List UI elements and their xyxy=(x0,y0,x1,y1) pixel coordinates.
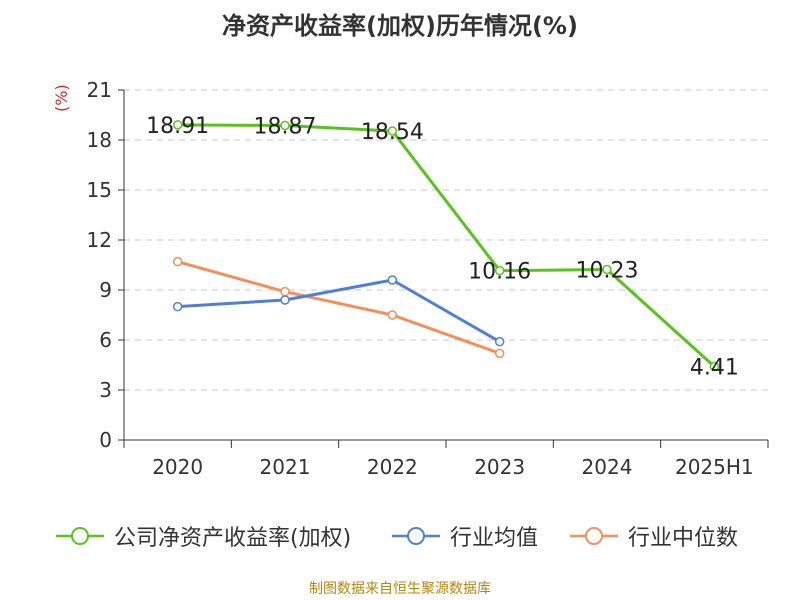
data-point xyxy=(172,301,183,312)
legend-item[interactable]: 公司净资产收益率(加权) xyxy=(56,518,351,554)
y-tick-label: 15 xyxy=(87,178,112,202)
data-point xyxy=(172,120,183,130)
data-source-note: 制图数据来自恒生聚源数据库 xyxy=(309,581,491,597)
data-label: 10.16 xyxy=(468,260,531,285)
y-tick-label: 3 xyxy=(99,378,112,402)
legend-label: 行业中位数 xyxy=(628,526,739,551)
series-lines xyxy=(177,123,716,368)
data-label: 18.54 xyxy=(361,120,424,145)
legend-marker-icon xyxy=(392,527,440,545)
data-point xyxy=(280,120,290,131)
data-point xyxy=(280,286,290,297)
data-point xyxy=(280,295,290,305)
x-tick-label: 2021 xyxy=(260,455,311,479)
axes xyxy=(118,89,769,448)
x-tick-label: 2023 xyxy=(474,455,525,479)
legend-label: 公司净资产收益率(加权) xyxy=(114,526,352,551)
tick-labels: 0 3 6 9 12 15 18 21 2020 2021 2022 2023 2024 2025H1 xyxy=(87,78,754,479)
x-tick-label: 2025H1 xyxy=(675,455,754,479)
data-point xyxy=(172,256,183,267)
series-line xyxy=(177,278,501,343)
chart-legend: 公司净资产收益率(加权) 行业均值 行业中位数 xyxy=(0,518,800,554)
x-tick-label: 2022 xyxy=(367,455,418,479)
y-tick-label: 21 xyxy=(87,78,112,102)
data-label: 10.23 xyxy=(576,259,639,284)
y-tick-label: 9 xyxy=(99,278,112,302)
x-tick-label: 2024 xyxy=(582,455,633,479)
data-label: 4.41 xyxy=(690,356,739,381)
data-point xyxy=(602,264,612,275)
grid-lines xyxy=(124,89,768,391)
series-line xyxy=(177,123,716,368)
y-tick-label: 0 xyxy=(99,428,112,452)
legend-item[interactable]: 行业均值 xyxy=(392,518,538,554)
data-point xyxy=(494,348,505,359)
series-points xyxy=(172,120,720,372)
data-point xyxy=(387,275,398,285)
legend-marker-icon xyxy=(570,527,618,545)
data-point xyxy=(494,265,505,276)
chart-title: 净资产收益率(加权)历年情况(%) xyxy=(222,12,578,40)
data-point xyxy=(387,126,398,136)
y-tick-label: 12 xyxy=(87,228,112,252)
y-tick-label: 6 xyxy=(99,328,112,352)
series-line xyxy=(177,260,501,355)
legend-item[interactable]: 行业中位数 xyxy=(570,518,738,554)
data-label: 18.87 xyxy=(254,115,317,140)
x-tick-label: 2020 xyxy=(152,455,203,479)
data-point xyxy=(387,310,398,320)
legend-label: 行业均值 xyxy=(450,526,539,551)
data-point xyxy=(709,361,720,372)
data-label: 18.91 xyxy=(146,114,209,139)
data-point xyxy=(494,336,505,347)
data-labels: 18.91 18.87 18.54 10.16 10.23 4.41 xyxy=(146,114,739,381)
legend-marker-icon xyxy=(56,527,104,545)
y-tick-label: 18 xyxy=(87,128,112,152)
